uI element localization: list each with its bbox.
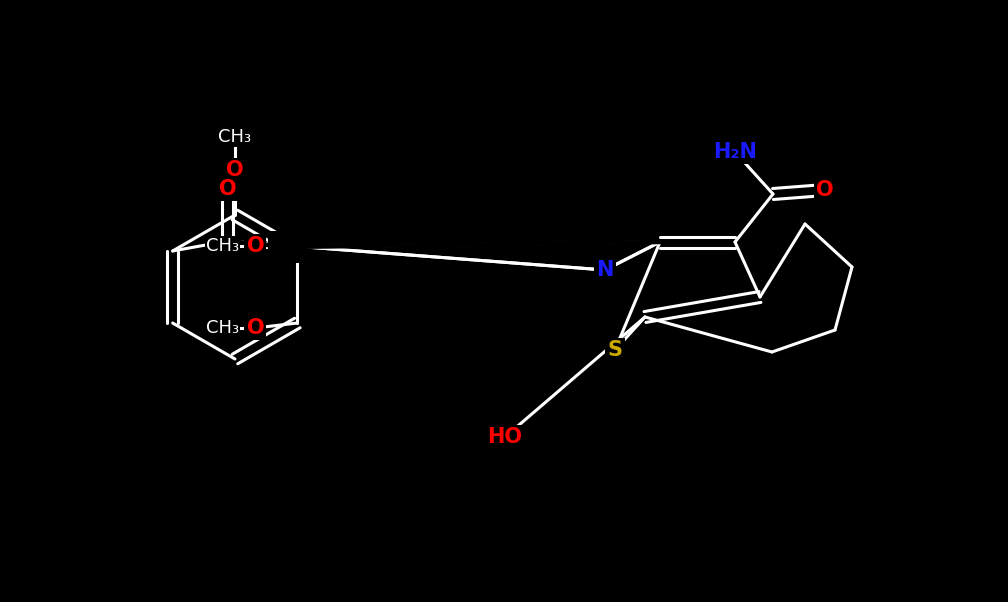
Text: CH₃: CH₃ — [206, 319, 239, 337]
Text: O: O — [816, 180, 834, 200]
Text: CH₃: CH₃ — [219, 128, 252, 146]
Text: NH: NH — [270, 237, 305, 257]
Text: S: S — [608, 340, 623, 360]
Text: N: N — [597, 260, 614, 280]
Text: O: O — [219, 179, 237, 199]
Text: H₂N: H₂N — [713, 142, 757, 162]
Text: HO: HO — [488, 427, 522, 447]
Text: O: O — [226, 160, 244, 180]
Text: N: N — [597, 260, 614, 280]
Text: CH₃: CH₃ — [206, 237, 239, 255]
Text: O: O — [247, 236, 264, 256]
Text: O: O — [247, 318, 264, 338]
